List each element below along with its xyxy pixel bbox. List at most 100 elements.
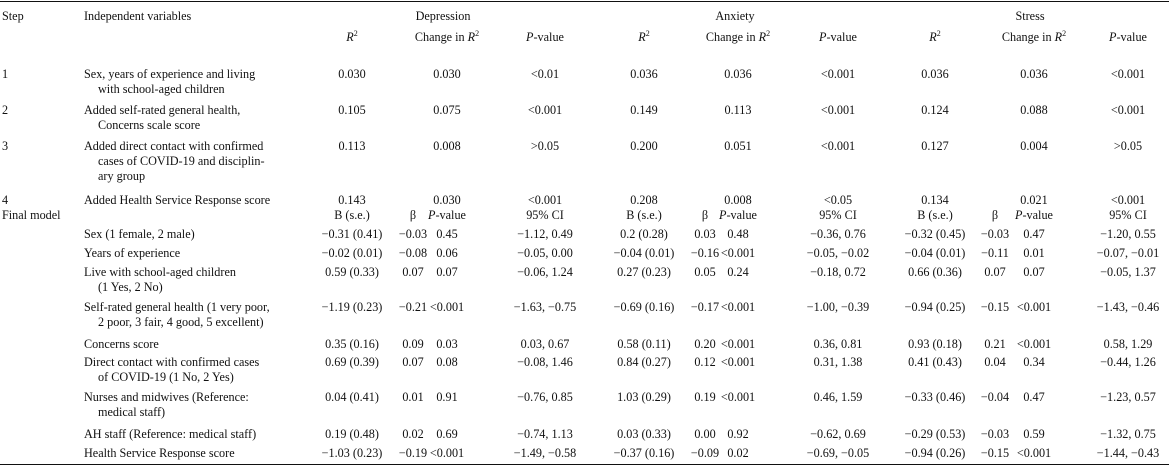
step-value: 0.036 [1020, 67, 1048, 81]
step-value: 0.036 [724, 67, 752, 81]
final-model-value: 0.2 (0.28) [620, 227, 668, 241]
final-model-col-header: P-value [428, 208, 466, 222]
step-description: Concerns scale score [98, 118, 201, 132]
final-model-value: −0.36, 0.76 [810, 227, 866, 241]
subheader-r2: R2 [638, 28, 650, 44]
step-description: ary group [98, 169, 146, 183]
final-model-value: −0.74, 1.13 [517, 427, 573, 441]
final-model-value: −1.32, 0.75 [1100, 427, 1156, 441]
step-value: 0.030 [338, 67, 366, 81]
final-model-value: 0.46, 1.59 [813, 390, 863, 404]
step-value: 0.075 [433, 103, 461, 117]
subheader-r2: R2 [346, 28, 358, 44]
step-number: 2 [2, 103, 9, 117]
final-model-value: 0.05 [694, 265, 716, 279]
final-model-value: −0.05, 1.37 [1100, 265, 1156, 279]
final-model-value: −0.18, 0.72 [810, 265, 866, 279]
final-model-value: 0.06 [436, 246, 458, 260]
final-model-value: <0.001 [1016, 337, 1052, 351]
step-description: cases of COVID-19 and disciplin- [98, 154, 265, 168]
step-value: 0.030 [433, 67, 461, 81]
step-description: Added self-rated general health, [84, 103, 241, 117]
step-value: 0.036 [921, 67, 949, 81]
final-model-value: −1.12, 0.49 [517, 227, 573, 241]
final-model-value: −0.32 (0.45) [904, 227, 966, 241]
final-model-variable: Years of experience [84, 246, 181, 260]
header-anxiety: Anxiety [715, 9, 755, 23]
step-value: 0.208 [630, 193, 658, 207]
step-value: 0.008 [724, 193, 752, 207]
final-model-value: −0.05, −0.02 [806, 246, 870, 260]
final-model-variable: Nurses and midwives (Reference: [84, 390, 249, 404]
final-model-value: 0.02 [727, 446, 749, 460]
final-model-value: 0.12 [694, 355, 716, 369]
final-model-value: 0.07 [436, 265, 458, 279]
final-model-value: 0.00 [694, 427, 716, 441]
final-model-value: 0.31, 1.38 [813, 355, 863, 369]
final-model-value: −0.15 [980, 446, 1010, 460]
final-model-value: 0.58, 1.29 [1103, 337, 1153, 351]
final-model-variable: of COVID-19 (1 No, 2 Yes) [98, 370, 234, 384]
final-model-value: −0.69, −0.05 [806, 446, 870, 460]
step-value: <0.001 [1110, 103, 1146, 117]
final-model-value: −0.05, 0.00 [517, 246, 573, 260]
final-model-value: 0.07 [402, 355, 424, 369]
final-model-variable: Health Service Response score [84, 446, 235, 460]
final-model-value: <0.001 [720, 246, 756, 260]
final-model-value: 0.03 [694, 227, 716, 241]
final-model-value: −0.33 (0.46) [904, 390, 966, 404]
final-model-variable: Self-rated general health (1 very poor, [84, 300, 270, 314]
step-description: Added Health Service Response score [84, 193, 271, 207]
final-model-value: −0.69 (0.16) [613, 300, 675, 314]
final-model-value: 0.47 [1023, 390, 1045, 404]
final-model-value: <0.001 [720, 355, 756, 369]
final-model-value: −0.03 [980, 227, 1010, 241]
final-model-value: −0.17 [690, 300, 720, 314]
final-model-value: 0.04 [984, 355, 1006, 369]
final-model-value: −0.15 [980, 300, 1010, 314]
step-value: 0.030 [433, 193, 461, 207]
final-model-value: 0.91 [436, 390, 458, 404]
step-value: 0.105 [338, 103, 366, 117]
final-model-value: −0.02 (0.01) [321, 246, 383, 260]
final-model-variable: AH staff (Reference: medical staff) [84, 427, 257, 441]
bottom-rule [0, 464, 1169, 465]
subheader-r2: R2 [929, 28, 941, 44]
header-stress: Stress [1015, 9, 1045, 23]
final-model-value: −0.03 [398, 227, 428, 241]
final-model-value: −1.49, −0.58 [513, 446, 577, 460]
header-independent-variables: Independent variables [84, 9, 192, 23]
step-description: with school-aged children [98, 82, 225, 96]
final-model-variable: Live with school-aged children [84, 265, 236, 279]
final-model-value: 0.84 (0.27) [617, 355, 671, 369]
final-model-value: −0.08, 1.46 [517, 355, 573, 369]
header-depression: Depression [415, 9, 471, 23]
final-model-value: −1.63, −0.75 [513, 300, 577, 314]
final-model-value: 0.47 [1023, 227, 1045, 241]
final-model-value: 0.35 (0.16) [325, 337, 379, 351]
final-model-value: 0.01 [402, 390, 424, 404]
final-model-variable: (1 Yes, 2 No) [98, 280, 163, 294]
final-model-col-header: 95% CI [526, 208, 564, 222]
final-model-col-header: β [991, 208, 999, 222]
final-model-value: −1.00, −0.39 [806, 300, 870, 314]
step-description: Sex, years of experience and living [84, 67, 256, 81]
step-value: <0.001 [1110, 193, 1146, 207]
final-model-value: −0.94 (0.26) [904, 446, 966, 460]
step-value: <0.01 [530, 67, 560, 81]
step-value: 0.113 [724, 103, 752, 117]
header-step: Step [2, 9, 24, 23]
final-model-label: Final model [2, 208, 61, 222]
step-description: Added direct contact with confirmed [84, 139, 264, 153]
final-model-value: 0.09 [402, 337, 424, 351]
final-model-value: −0.08 [398, 246, 428, 260]
subheader-change: Change in R2 [705, 28, 771, 44]
final-model-value: −0.03 [980, 427, 1010, 441]
final-model-value: 0.66 (0.36) [908, 265, 962, 279]
final-model-col-header: P-value [719, 208, 757, 222]
final-model-value: <0.001 [720, 337, 756, 351]
final-model-value: 0.19 (0.48) [325, 427, 379, 441]
top-rule [0, 1, 1169, 2]
step-value: 0.088 [1020, 103, 1048, 117]
